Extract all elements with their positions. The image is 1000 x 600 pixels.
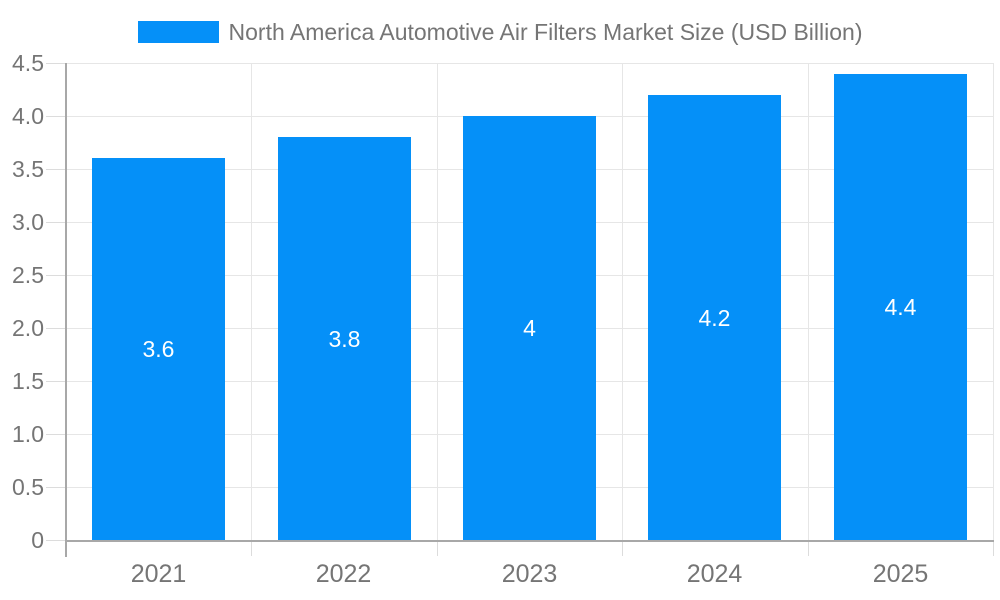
y-tick-mark [46, 222, 66, 223]
legend-label: North America Automotive Air Filters Mar… [228, 18, 863, 45]
x-tick-mark [993, 542, 994, 556]
bar-value-label: 4.4 [884, 294, 917, 320]
bar-value-label: 4.2 [698, 305, 731, 331]
bar-2024[interactable] [648, 95, 781, 540]
y-tick-label: 1.5 [12, 368, 44, 394]
y-tick-mark [46, 63, 66, 64]
bar-2021[interactable] [92, 158, 225, 540]
y-tick-mark [46, 169, 66, 170]
gridline-vertical [437, 63, 438, 540]
bar-2023[interactable] [463, 116, 596, 540]
y-tick-label: 4.0 [12, 103, 44, 129]
y-tick-label: 2.5 [12, 262, 44, 288]
gridline-horizontal [66, 63, 993, 64]
gridline-vertical [622, 63, 623, 540]
y-tick-mark [46, 540, 66, 541]
y-tick-mark [46, 328, 66, 329]
bar-2022[interactable] [278, 137, 411, 540]
y-tick-label: 0 [31, 527, 44, 553]
y-tick-label: 1.0 [12, 421, 44, 447]
x-category-label: 2023 [501, 560, 558, 588]
y-tick-label: 2.0 [12, 315, 44, 341]
x-tick-mark [808, 542, 809, 556]
y-tick-mark [46, 434, 66, 435]
y-tick-label: 4.5 [12, 50, 44, 76]
gridline-vertical [251, 63, 252, 540]
x-category-label: 2022 [315, 560, 372, 588]
y-tick-mark [46, 275, 66, 276]
y-tick-mark [46, 381, 66, 382]
y-tick-mark [46, 487, 66, 488]
y-tick-label: 3.5 [12, 156, 44, 182]
chart-legend[interactable]: North America Automotive Air Filters Mar… [0, 10, 1000, 54]
y-tick-label: 3.0 [12, 209, 44, 235]
x-axis-line [65, 540, 994, 542]
x-tick-mark [251, 542, 252, 556]
y-axis-line [65, 63, 67, 557]
gridline-vertical [808, 63, 809, 540]
bar-value-label: 3.6 [142, 336, 175, 362]
x-category-label: 2021 [130, 560, 187, 588]
gridline-vertical [993, 63, 994, 540]
x-category-label: 2024 [686, 560, 743, 588]
legend-swatch-icon [137, 21, 219, 43]
x-tick-mark [437, 542, 438, 556]
y-tick-mark [46, 116, 66, 117]
x-tick-mark [622, 542, 623, 556]
y-tick-label: 0.5 [12, 474, 44, 500]
bar-value-label: 3.8 [328, 326, 361, 352]
bar-value-label: 4 [523, 315, 536, 341]
x-category-label: 2025 [872, 560, 929, 588]
bar-2025[interactable] [834, 74, 967, 540]
